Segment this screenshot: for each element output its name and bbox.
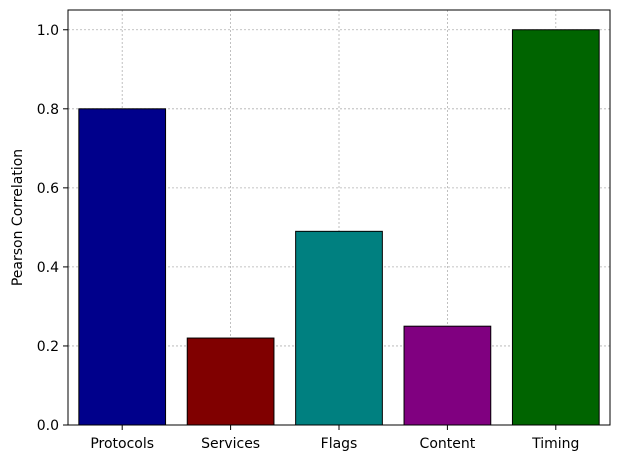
bar-content	[403, 325, 492, 426]
bar-services	[186, 337, 275, 426]
bar-protocols	[78, 108, 167, 426]
bar-timing	[511, 29, 600, 426]
x-tick-label: Content	[420, 436, 476, 451]
x-tick-label: Flags	[321, 436, 358, 451]
y-tick-label: 0.0	[37, 418, 59, 434]
y-axis-ticks: 0.0 0.2 0.4 0.6 0.8 1.0	[37, 23, 68, 434]
bars-layer	[78, 29, 600, 426]
y-axis-label: Pearson Correlation	[10, 149, 26, 286]
x-tick-label: Timing	[531, 436, 579, 451]
x-tick-label: Protocols	[90, 436, 154, 451]
y-tick-label: 1.0	[37, 23, 59, 39]
bar-flags	[295, 230, 383, 426]
y-tick-label: 0.2	[37, 339, 59, 355]
y-tick-label: 0.8	[37, 102, 59, 118]
x-axis-ticks: Protocols Services Flags Content Timing	[90, 425, 579, 451]
y-tick-label: 0.6	[37, 181, 59, 197]
x-tick-label: Services	[201, 436, 260, 451]
y-tick-label: 0.4	[37, 260, 59, 276]
